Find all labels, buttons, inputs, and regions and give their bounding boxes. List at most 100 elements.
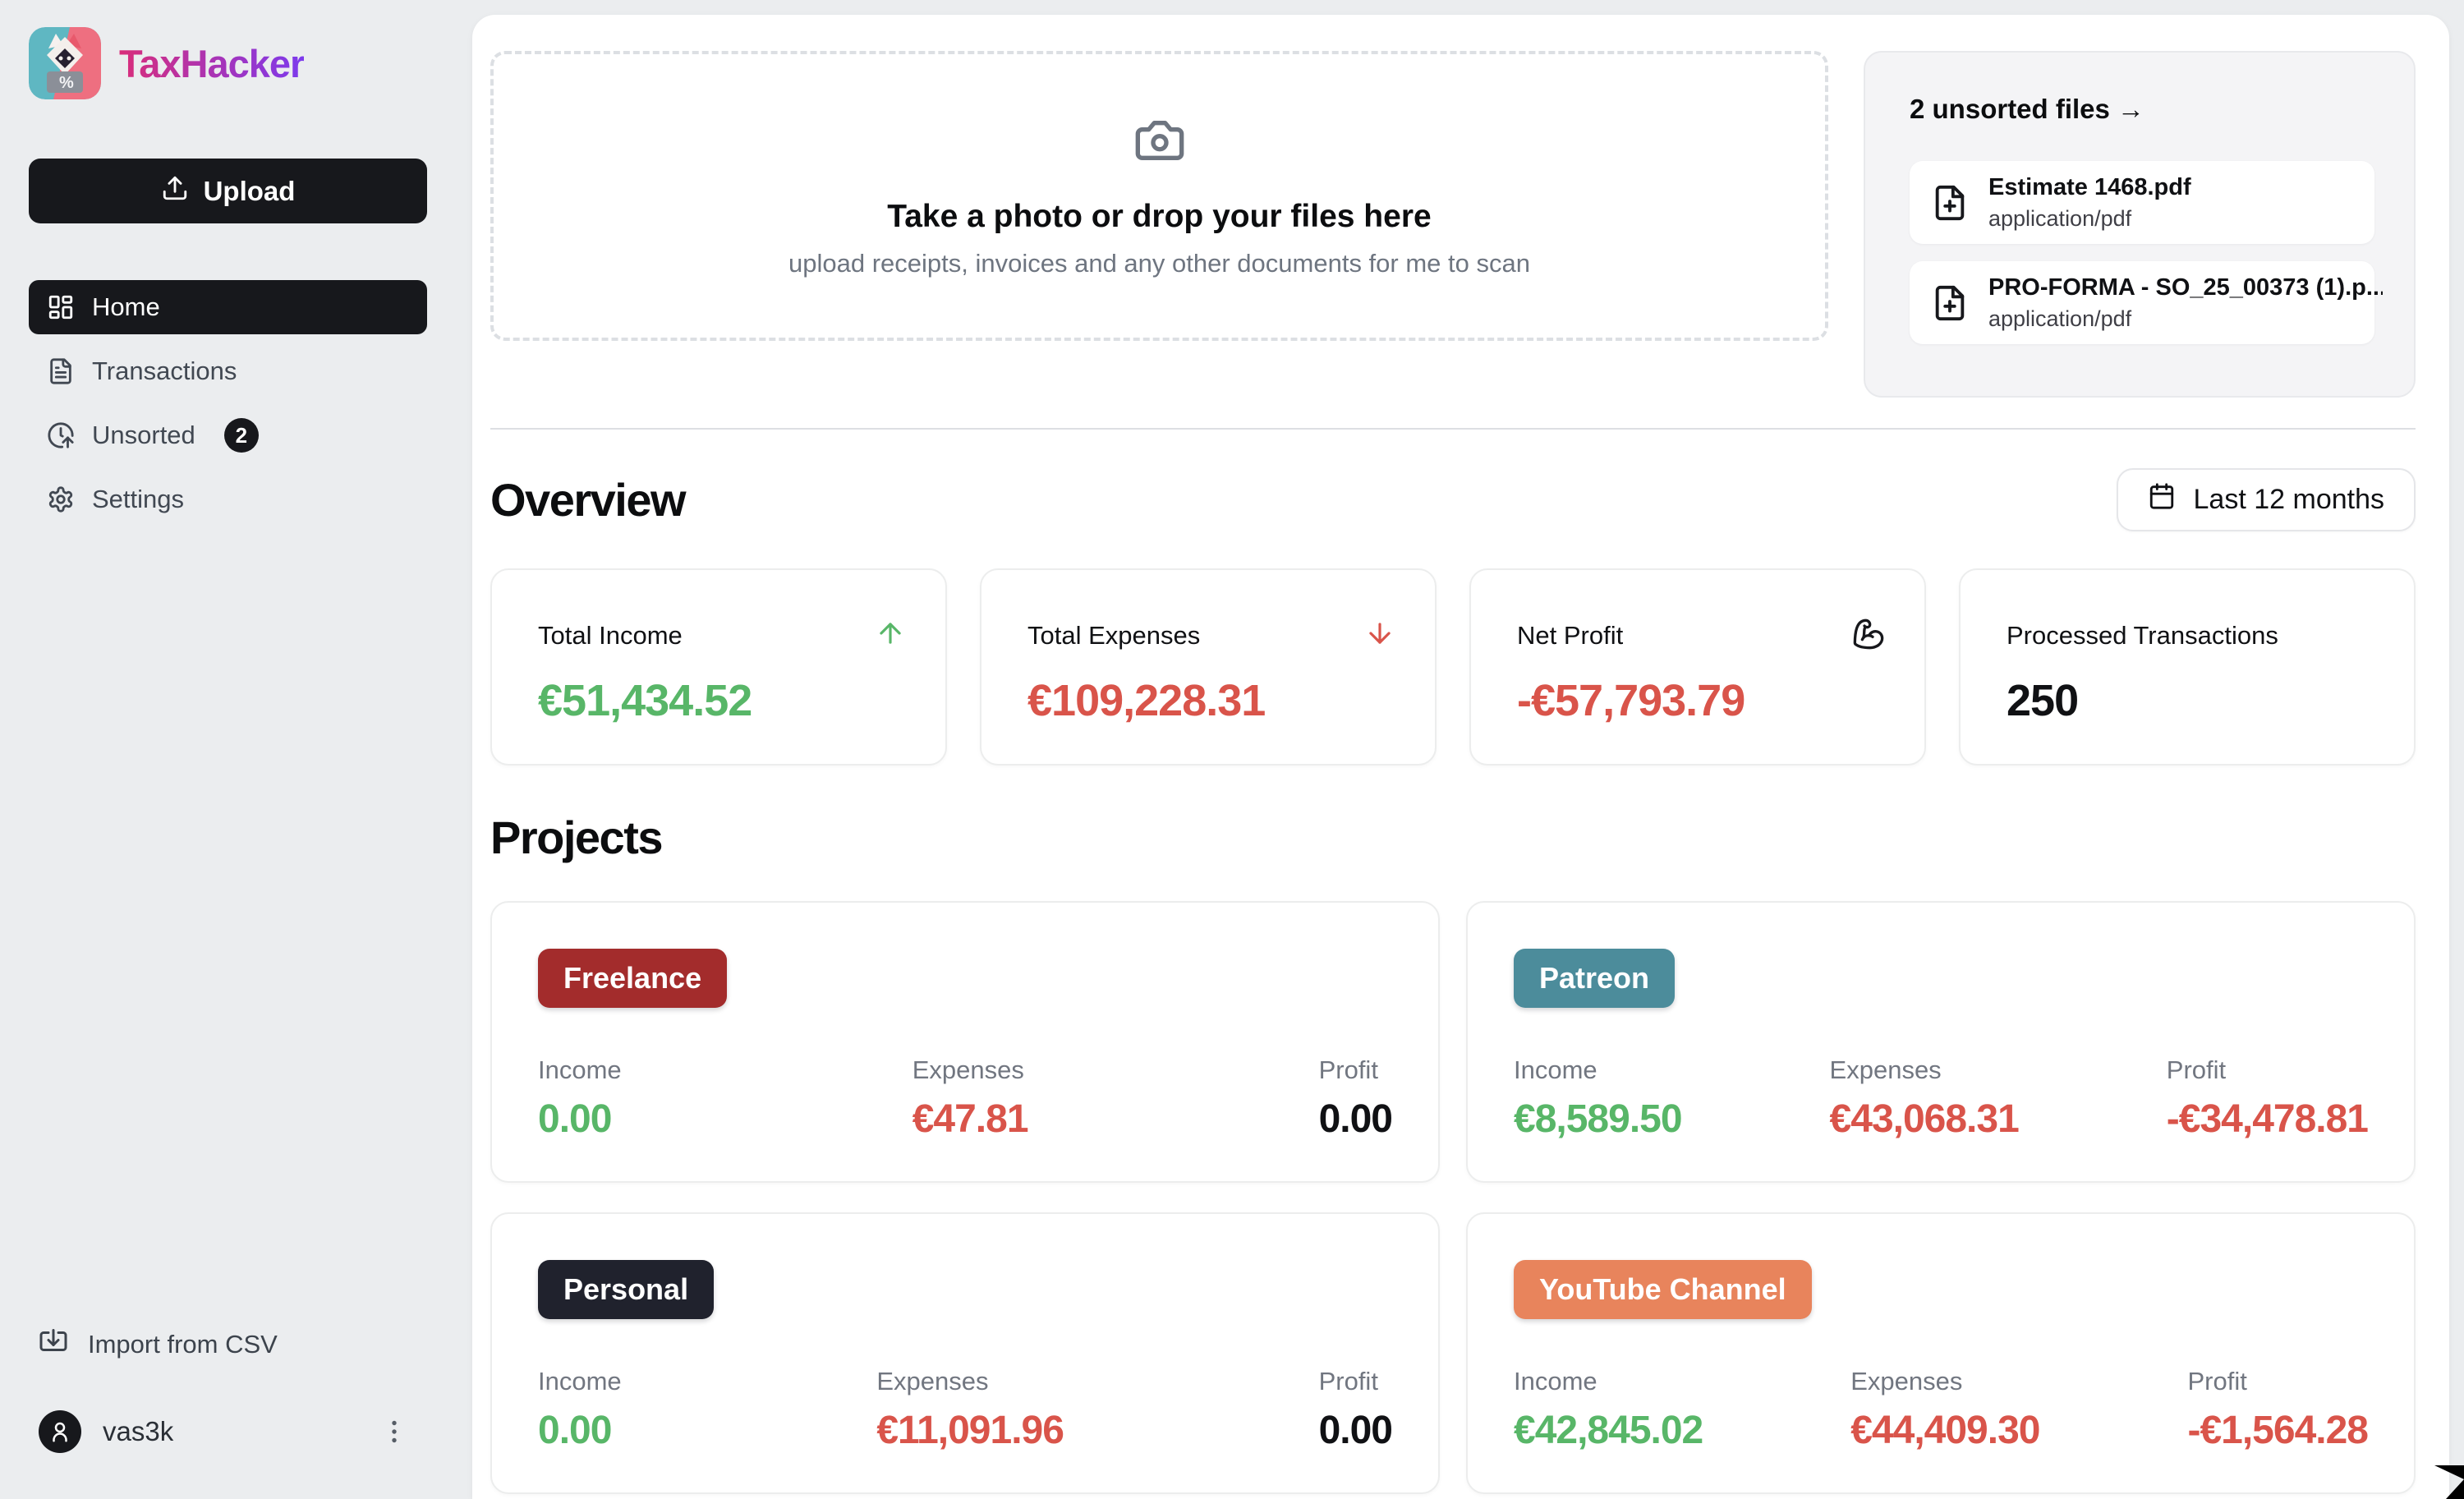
metric-profit: Profit -€34,478.81	[2166, 1055, 2369, 1142]
metric-label: Profit	[1318, 1055, 1378, 1084]
sidebar: % TaxHacker Upload Home	[0, 0, 456, 1499]
unsorted-count-badge: 2	[223, 418, 259, 453]
sidebar-item-transactions[interactable]: Transactions	[29, 344, 427, 398]
metric-income: Income €8,589.50	[1514, 1055, 1683, 1142]
stat-card-total-expenses: Total Expenses €109,228.31	[980, 568, 1437, 766]
projects-grid: Freelance Income 0.00 Expenses €47.81 Pr…	[490, 901, 2416, 1494]
overview-header: Overview Last 12 months	[490, 468, 2416, 531]
metric-value: €42,845.02	[1514, 1409, 1703, 1452]
project-badge: YouTube Channel	[1514, 1260, 1812, 1319]
camera-icon	[1133, 114, 1186, 171]
metric-label: Income	[1514, 1055, 1597, 1084]
stat-value: €109,228.31	[1027, 676, 1266, 725]
project-card-freelance[interactable]: Freelance Income 0.00 Expenses €47.81 Pr…	[490, 901, 1440, 1183]
project-card-patreon[interactable]: Patreon Income €8,589.50 Expenses €43,06…	[1466, 901, 2416, 1183]
file-name: PRO-FORMA - SO_25_00373 (1).p...	[1988, 274, 2383, 301]
metric-value: €43,068.31	[1829, 1097, 2020, 1141]
unsorted-files-panel: 2 unsorted files → Estimate 1468.pdf app…	[1864, 51, 2416, 398]
period-selector-button[interactable]: Last 12 months	[2116, 468, 2416, 531]
metric-label: Expenses	[876, 1367, 989, 1396]
unsorted-file-list: Estimate 1468.pdf application/pdf PRO-FO…	[1910, 161, 2383, 344]
metric-expenses: Expenses €47.81	[912, 1055, 1029, 1142]
layout-dashboard-icon	[47, 293, 75, 321]
overview-title: Overview	[490, 474, 687, 526]
arrow-up-icon	[875, 618, 906, 649]
metric-income: Income €42,845.02	[1514, 1367, 1703, 1453]
metric-expenses: Expenses €43,068.31	[1829, 1055, 2020, 1142]
sidebar-item-label: Transactions	[92, 356, 237, 385]
mouse-cursor	[2426, 1461, 2464, 1499]
metric-label: Expenses	[1850, 1367, 1963, 1396]
user-row[interactable]: vas3k	[39, 1410, 427, 1453]
sidebar-nav: Home Transactions Unsorted 2 Settings	[29, 280, 427, 526]
file-dropzone[interactable]: Take a photo or drop your files here upl…	[490, 51, 1828, 341]
dropzone-subtitle: upload receipts, invoices and any other …	[788, 248, 1530, 278]
sidebar-item-label: Unsorted	[92, 421, 195, 449]
stat-card-net-profit: Net Profit -€57,793.79	[1469, 568, 1926, 766]
metric-label: Profit	[2166, 1055, 2227, 1084]
metric-income: Income 0.00	[538, 1055, 622, 1142]
project-card-youtube-channel[interactable]: YouTube Channel Income €42,845.02 Expens…	[1466, 1212, 2416, 1494]
file-plus-icon	[1931, 184, 1969, 222]
period-selector-label: Last 12 months	[2193, 484, 2384, 515]
file-plus-icon	[1931, 284, 1969, 322]
calendar-icon	[2148, 482, 2176, 517]
kebab-menu-icon[interactable]	[379, 1417, 409, 1446]
metric-value: €8,589.50	[1514, 1097, 1683, 1141]
metric-value: 0.00	[538, 1097, 612, 1141]
metric-label: Expenses	[912, 1055, 1024, 1084]
upload-button[interactable]: Upload	[29, 159, 427, 223]
import-from-csv-button[interactable]: Import from CSV	[39, 1327, 427, 1363]
metric-value: 0.00	[538, 1409, 612, 1452]
metric-value: €11,091.96	[876, 1409, 1064, 1452]
stat-label: Total Expenses	[1027, 621, 1201, 650]
metric-label: Profit	[1318, 1367, 1378, 1396]
sidebar-item-unsorted[interactable]: Unsorted 2	[29, 408, 427, 462]
metric-value: €47.81	[912, 1097, 1029, 1141]
upload-section: Take a photo or drop your files here upl…	[490, 51, 2416, 398]
projects-title: Projects	[490, 812, 664, 863]
biceps-flexed-icon	[1852, 618, 1885, 651]
sidebar-spacer	[29, 526, 427, 1327]
metric-label: Profit	[2187, 1367, 2247, 1396]
stat-card-processed-transactions: Processed Transactions 250	[1959, 568, 2416, 766]
section-divider	[490, 428, 2416, 430]
sidebar-item-home[interactable]: Home	[29, 280, 427, 334]
main-panel: Take a photo or drop your files here upl…	[472, 15, 2449, 1499]
import-icon	[39, 1327, 68, 1363]
unsorted-files-link[interactable]: 2 unsorted files →	[1910, 94, 2145, 124]
file-name: Estimate 1468.pdf	[1988, 173, 2191, 200]
dropzone-title: Take a photo or drop your files here	[887, 198, 1432, 234]
sidebar-item-label: Home	[92, 292, 160, 321]
stat-label: Processed Transactions	[2007, 621, 2278, 650]
sidebar-item-label: Settings	[92, 485, 185, 513]
gear-icon	[47, 485, 75, 513]
file-card[interactable]: PRO-FORMA - SO_25_00373 (1).p... applica…	[1910, 261, 2383, 344]
stat-value: -€57,793.79	[1517, 676, 1745, 725]
metric-income: Income 0.00	[538, 1367, 622, 1453]
metric-profit: Profit 0.00	[1318, 1367, 1393, 1453]
project-badge: Personal	[538, 1260, 715, 1319]
brand: % TaxHacker	[29, 27, 427, 99]
project-metrics: Income €8,589.50 Expenses €43,068.31 Pro…	[1514, 1055, 2369, 1142]
project-metrics: Income 0.00 Expenses €47.81 Profit 0.00	[538, 1055, 1393, 1142]
taxhacker-logo: %	[29, 27, 101, 99]
user-name: vas3k	[103, 1416, 174, 1446]
stat-label: Total Income	[538, 621, 683, 650]
metric-label: Income	[538, 1367, 622, 1396]
project-badge: Freelance	[538, 949, 728, 1008]
stat-value: €51,434.52	[538, 676, 752, 725]
project-card-personal[interactable]: Personal Income 0.00 Expenses €11,091.96…	[490, 1212, 1440, 1494]
file-mime-type: application/pdf	[1988, 205, 2132, 231]
metric-label: Income	[1514, 1367, 1597, 1396]
avatar	[39, 1410, 81, 1453]
metric-value: -€1,564.28	[2187, 1409, 2369, 1452]
metric-profit: Profit -€1,564.28	[2187, 1367, 2369, 1453]
stat-value: 250	[2007, 676, 2079, 725]
arrow-down-icon	[1364, 618, 1395, 649]
file-card[interactable]: Estimate 1468.pdf application/pdf	[1910, 161, 2374, 244]
sidebar-item-settings[interactable]: Settings	[29, 472, 427, 526]
svg-text:%: %	[59, 74, 74, 92]
project-metrics: Income 0.00 Expenses €11,091.96 Profit 0…	[538, 1367, 1393, 1453]
metric-value: €44,409.30	[1850, 1409, 2040, 1452]
